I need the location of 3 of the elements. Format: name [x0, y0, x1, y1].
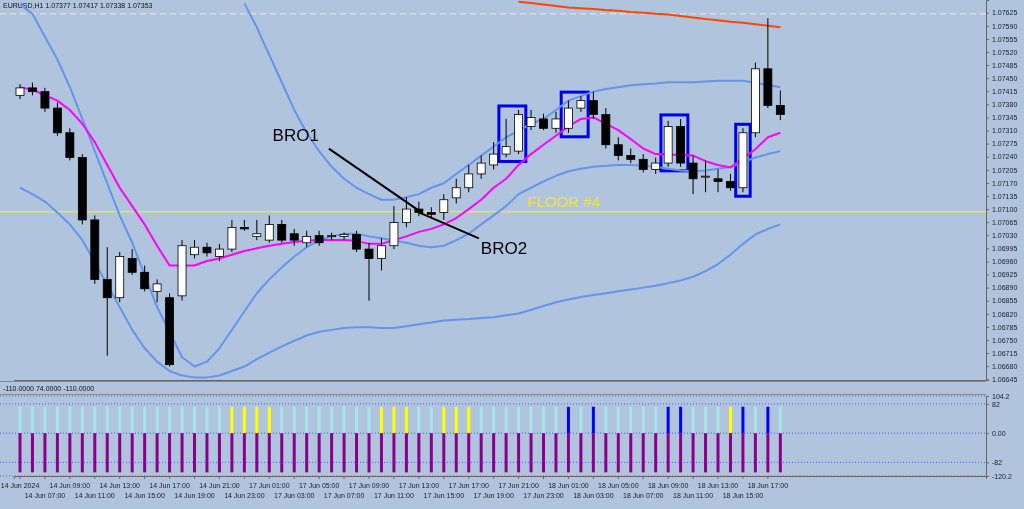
annotation: BRO2 — [480, 239, 528, 259]
ref-line-label: FLOOR #4 — [527, 192, 601, 210]
annotation: BRO1 — [272, 125, 319, 145]
